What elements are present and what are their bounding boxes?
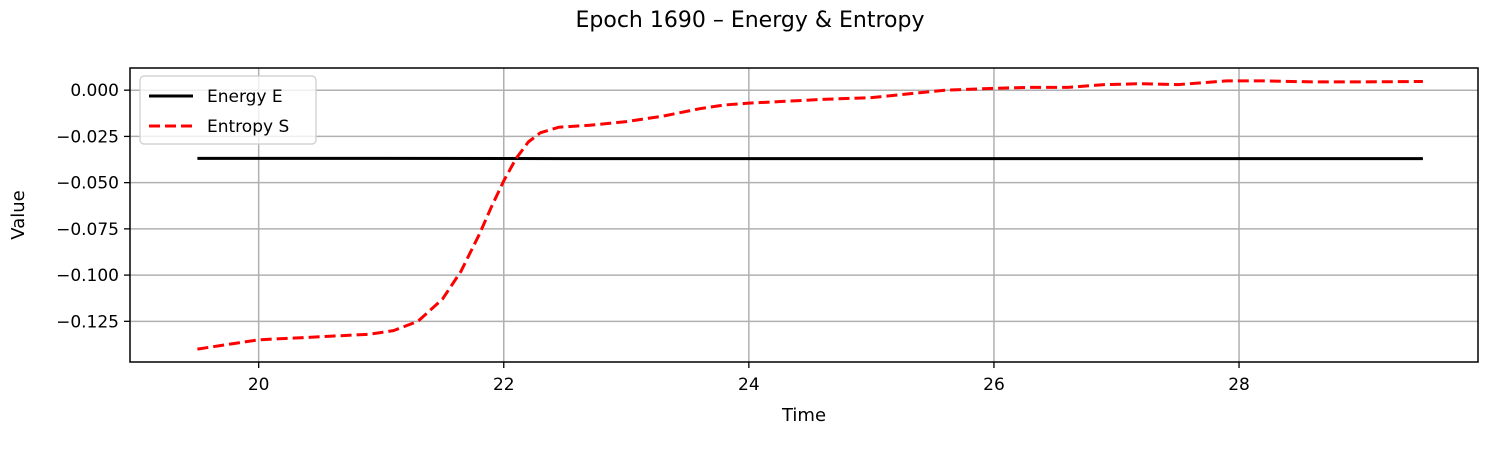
x-tick-label: 28 [1228,375,1250,395]
y-tick-label: −0.075 [56,220,119,240]
series-line-entropy-s [197,79,1423,351]
y-axis-ticks: 0.000 −0.025 −0.050 −0.075 −0.100 −0.125 [56,81,130,332]
x-tick-label: 24 [738,375,760,395]
chart-title: Epoch 1690 – Energy & Entropy [576,8,925,33]
series-layer [197,79,1423,351]
y-tick-label: −0.025 [56,127,119,147]
x-axis-label: Time [781,405,826,426]
legend-label-entropy: Entropy S [207,117,289,137]
plot-frame [129,67,1479,363]
y-tick-label: −0.100 [56,266,119,286]
legend-label-energy: Energy E [207,87,283,107]
grid [130,68,1478,362]
x-tick-label: 20 [248,375,270,395]
legend: Energy E Entropy S [139,75,317,145]
x-tick-label: 22 [493,375,515,395]
y-tick-label: −0.050 [56,174,119,194]
y-axis-label: Value [8,190,29,239]
y-tick-label: 0.000 [70,81,119,101]
y-tick-label: −0.125 [56,312,119,332]
x-tick-label: 26 [983,375,1005,395]
x-axis-ticks: 20 22 24 26 28 [248,362,1250,395]
